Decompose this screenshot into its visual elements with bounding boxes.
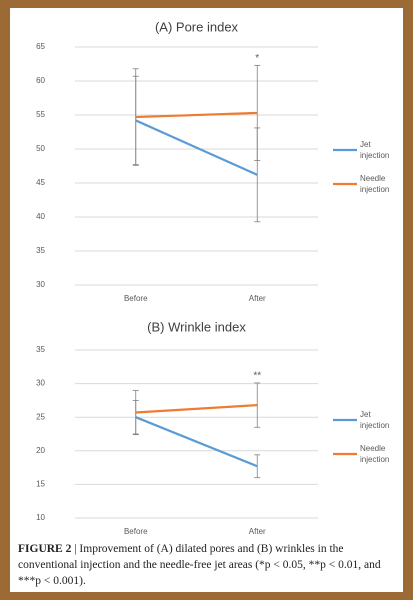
y-tick-label: 65	[36, 42, 45, 51]
y-tick-label: 45	[36, 178, 45, 187]
annotation: *	[255, 53, 259, 64]
series-line	[135, 404, 258, 414]
legend-label: Needle injection	[360, 444, 389, 464]
panel	[10, 8, 403, 592]
annotation: **	[253, 371, 261, 382]
x-tick-label: After	[249, 294, 266, 303]
y-tick-label: 25	[36, 412, 45, 421]
y-tick-label: 35	[36, 345, 45, 354]
chart-title: (A) Pore index	[155, 19, 239, 34]
caption-text: Improvement of (A) dilated pores and (B)…	[18, 543, 381, 587]
series-line	[135, 119, 258, 176]
y-tick-label: 35	[36, 246, 45, 255]
caption-label: FIGURE 2	[18, 543, 72, 555]
y-tick-label: 10	[36, 513, 45, 522]
x-tick-label: Before	[124, 294, 148, 303]
y-tick-label: 15	[36, 480, 45, 489]
series-line	[135, 416, 258, 468]
y-tick-label: 20	[36, 446, 45, 455]
y-tick-label: 30	[36, 379, 45, 388]
legend-label: Jet injection	[360, 140, 389, 160]
x-tick-label: Before	[124, 527, 148, 536]
x-tick-label: After	[249, 527, 266, 536]
y-tick-label: 40	[36, 212, 45, 221]
chart-title: (B) Wrinkle index	[147, 319, 246, 334]
y-tick-label: 50	[36, 144, 45, 153]
y-tick-label: 30	[36, 280, 45, 289]
series-line	[135, 111, 258, 119]
y-tick-label: 55	[36, 110, 45, 119]
y-tick-label: 60	[36, 76, 45, 85]
caption: FIGURE 2 | Improvement of (A) dilated po…	[18, 541, 403, 591]
legend-label: Needle injection	[360, 174, 389, 194]
caption-separator: |	[74, 543, 77, 555]
legend-label: Jet injection	[360, 410, 389, 430]
